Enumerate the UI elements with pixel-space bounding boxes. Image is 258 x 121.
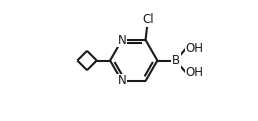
Text: OH: OH bbox=[186, 66, 204, 79]
Text: OH: OH bbox=[186, 42, 204, 55]
Text: N: N bbox=[118, 75, 126, 87]
Text: B: B bbox=[172, 54, 180, 67]
Text: Cl: Cl bbox=[142, 13, 154, 26]
Text: N: N bbox=[118, 34, 126, 46]
